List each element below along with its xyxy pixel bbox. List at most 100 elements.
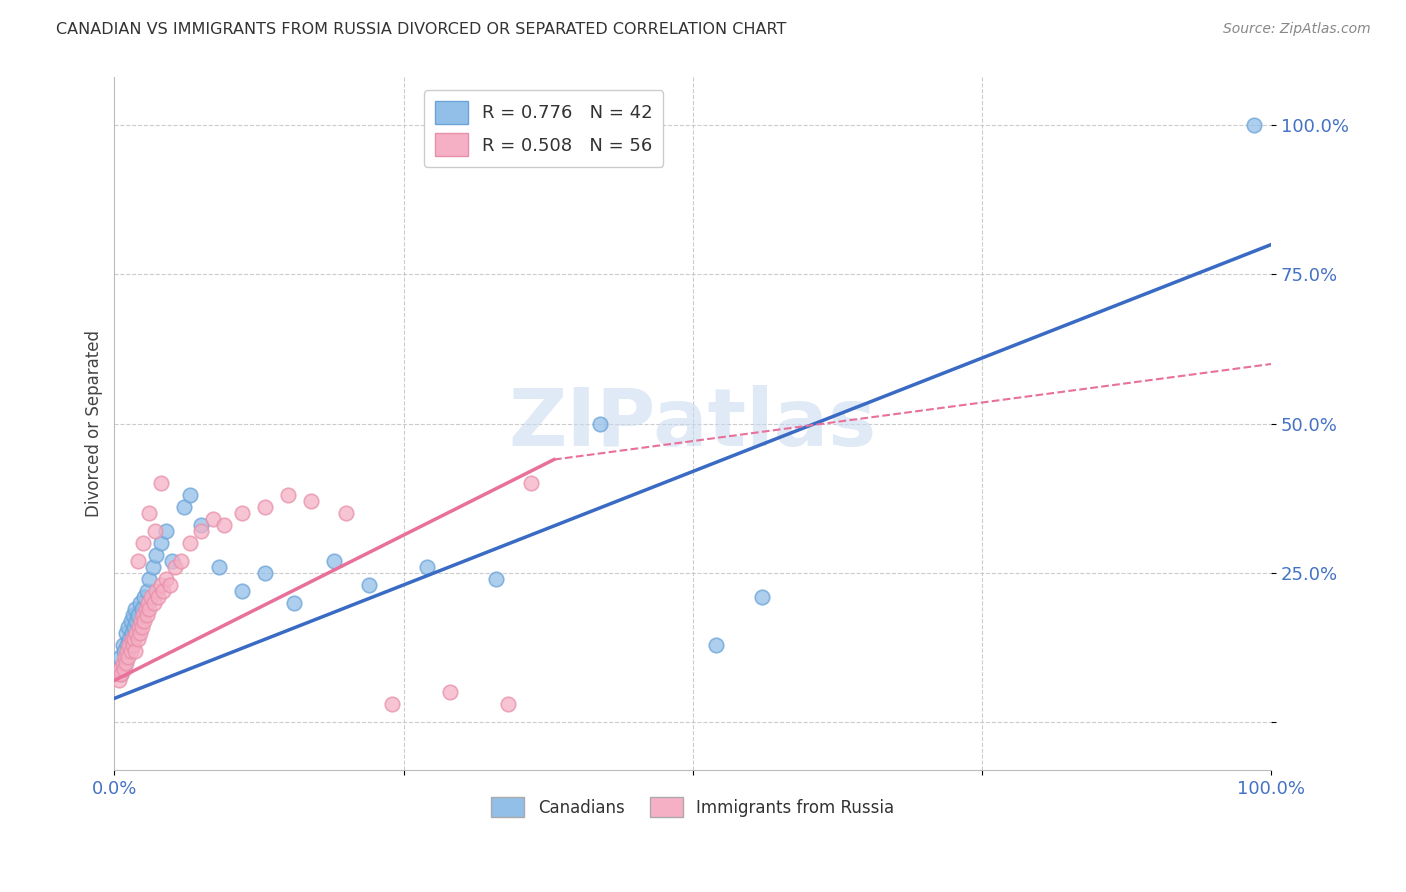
Point [118, 638, 141, 652]
Point [121, 625, 143, 640]
Point [589, 417, 612, 431]
Point [129, 614, 152, 628]
Point [122, 607, 145, 622]
Point [143, 524, 166, 538]
Point [170, 554, 193, 568]
Point [108, 649, 131, 664]
Point [253, 566, 276, 580]
Point [155, 572, 177, 586]
Point [145, 583, 167, 598]
Point [115, 625, 138, 640]
Point [299, 494, 322, 508]
Point [141, 590, 163, 604]
Point [138, 506, 160, 520]
Point [149, 476, 172, 491]
Point [231, 583, 253, 598]
Point [112, 661, 135, 675]
Point [138, 572, 160, 586]
Point [131, 620, 153, 634]
Point [132, 607, 155, 622]
Point [149, 536, 172, 550]
Point [214, 518, 236, 533]
Point [142, 596, 165, 610]
Point [115, 638, 138, 652]
Legend: Canadians, Immigrants from Russia: Canadians, Immigrants from Russia [485, 790, 901, 824]
Point [110, 667, 132, 681]
Point [134, 590, 156, 604]
Point [179, 536, 201, 550]
Point [152, 583, 174, 598]
Point [120, 643, 142, 657]
Point [155, 524, 177, 538]
Point [131, 602, 153, 616]
Point [135, 602, 157, 616]
Point [439, 685, 461, 699]
Point [159, 578, 181, 592]
Point [122, 632, 145, 646]
Point [283, 596, 305, 610]
Point [115, 643, 138, 657]
Point [134, 614, 156, 628]
Point [207, 560, 229, 574]
Point [121, 632, 143, 646]
Point [111, 638, 134, 652]
Point [107, 667, 129, 681]
Point [125, 625, 148, 640]
Point [357, 578, 380, 592]
Point [117, 649, 139, 664]
Point [190, 518, 212, 533]
Point [122, 638, 145, 652]
Point [127, 632, 149, 646]
Point [381, 698, 404, 712]
Point [163, 560, 186, 574]
Point [120, 614, 142, 628]
Point [231, 506, 253, 520]
Point [122, 620, 145, 634]
Point [190, 524, 212, 538]
Point [107, 661, 129, 675]
Point [148, 590, 170, 604]
Text: Source: ZipAtlas.com: Source: ZipAtlas.com [1223, 22, 1371, 37]
Point [108, 661, 131, 675]
Point [115, 656, 138, 670]
Point [128, 596, 150, 610]
Point [135, 583, 157, 598]
Point [138, 602, 160, 616]
Point [142, 560, 165, 574]
Point [124, 602, 146, 616]
Point [201, 512, 224, 526]
Point [118, 632, 141, 646]
Point [128, 620, 150, 634]
Text: CANADIAN VS IMMIGRANTS FROM RUSSIA DIVORCED OR SEPARATED CORRELATION CHART: CANADIAN VS IMMIGRANTS FROM RUSSIA DIVOR… [56, 22, 786, 37]
Point [179, 488, 201, 502]
Point [704, 638, 727, 652]
Point [132, 536, 155, 550]
Point [149, 578, 172, 592]
Point [112, 643, 135, 657]
Point [114, 656, 136, 670]
Point [114, 649, 136, 664]
Text: ZIPatlas: ZIPatlas [509, 384, 877, 463]
Point [415, 560, 437, 574]
Point [485, 572, 508, 586]
Point [111, 656, 134, 670]
Point [751, 590, 773, 604]
Point [173, 500, 195, 515]
Point [277, 488, 299, 502]
Point [1243, 118, 1265, 132]
Point [128, 625, 150, 640]
Point [162, 554, 184, 568]
Point [135, 607, 157, 622]
Point [117, 620, 139, 634]
Y-axis label: Divorced or Separated: Divorced or Separated [86, 330, 103, 517]
Point [520, 476, 543, 491]
Point [110, 667, 132, 681]
Point [496, 698, 519, 712]
Point [323, 554, 346, 568]
Point [335, 506, 357, 520]
Point [253, 500, 276, 515]
Point [136, 596, 159, 610]
Point [108, 673, 131, 688]
Point [127, 554, 149, 568]
Point [125, 614, 148, 628]
